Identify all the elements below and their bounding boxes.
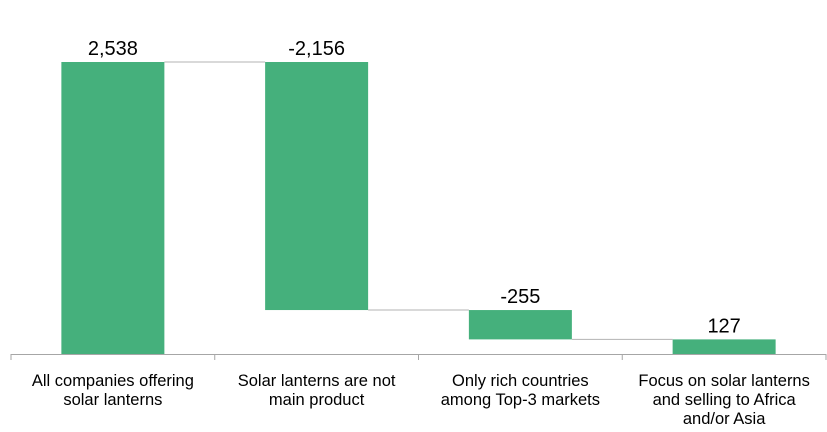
value-label-1: 2,538 (88, 38, 138, 60)
category-label-4-line-2: and selling to Africa (653, 391, 797, 409)
value-labels-group: 2,538 -2,156 -255 127 (88, 38, 741, 337)
value-label-4: 127 (707, 315, 740, 337)
bar-1 (61, 62, 165, 354)
category-label-3-line-2: among Top-3 markets (441, 391, 600, 409)
category-label-1: All companies offering solar lanterns (32, 372, 194, 409)
category-label-2-line-1: Solar lanterns are not (238, 372, 396, 390)
bar-2 (265, 62, 369, 311)
category-labels-group: All companies offering solar lanterns Sola… (32, 372, 810, 428)
category-label-1-line-2: solar lanterns (63, 391, 162, 409)
category-label-2-line-2: main product (269, 391, 365, 409)
connector-lines (164, 61, 673, 340)
x-axis-ticks (10, 354, 827, 360)
bar-4 (672, 339, 776, 354)
bars-group (61, 62, 776, 354)
category-label-3: Only rich countries among Top-3 markets (441, 372, 600, 409)
bar-3 (468, 310, 572, 340)
value-label-2: -2,156 (288, 38, 345, 60)
category-label-4-line-3: and/or Asia (683, 410, 766, 428)
category-label-4: Focus on solar lanterns and selling to Af… (638, 372, 810, 428)
category-label-3-line-1: Only rich countries (452, 372, 589, 390)
value-label-3: -255 (500, 286, 540, 308)
category-label-2: Solar lanterns are not main product (238, 372, 396, 409)
category-label-4-line-1: Focus on solar lanterns (638, 372, 810, 390)
category-label-1-line-1: All companies offering (32, 372, 194, 390)
